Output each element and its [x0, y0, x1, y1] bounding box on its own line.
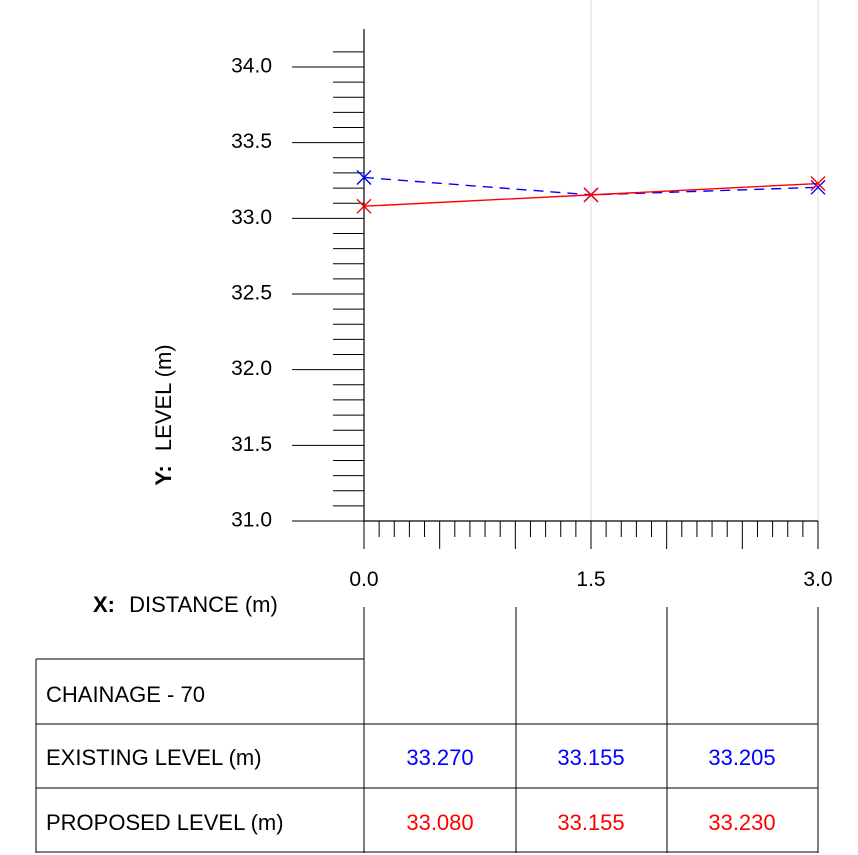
y-tick-label: 32.5: [231, 282, 272, 305]
x-tick-label: 3.0: [803, 568, 832, 591]
marker-stroke: [810, 179, 826, 195]
y-tick-label: 34.0: [231, 55, 272, 78]
existing-level-value: 33.205: [708, 745, 775, 770]
y-tick-label: 33.5: [231, 130, 272, 153]
x-axis-title: X: DISTANCE (m): [93, 592, 278, 617]
existing-level-label: EXISTING LEVEL (m): [46, 745, 262, 770]
y-axis-title-text: LEVEL (m): [151, 344, 176, 451]
chainage-label: CHAINAGE - 70: [46, 682, 205, 707]
x-tick-label: 0.0: [349, 568, 378, 591]
proposed-level-label: PROPOSED LEVEL (m): [46, 810, 284, 835]
level-table: CHAINAGE - 70 EXISTING LEVEL (m) 33.270 …: [35, 607, 819, 853]
proposed-level-value: 33.230: [708, 810, 775, 835]
series-layer: [356, 169, 826, 214]
x-axis-title-prefix: X:: [93, 592, 115, 617]
labels-layer: 31.0 31.5 32.0 32.5 33.0 33.5 34.0 0.0 1.5 3.0: [231, 55, 832, 591]
proposed-level-marker: [356, 198, 372, 214]
grid-layer: [590, 0, 819, 521]
proposed-level-marker: [583, 187, 599, 203]
marker-stroke: [583, 187, 599, 203]
marker-stroke: [810, 176, 826, 192]
existing-level-value: 33.270: [406, 745, 473, 770]
axes-layer: [292, 29, 819, 549]
y-axis-title-prefix: Y:: [151, 465, 176, 485]
svg-text:Y: LEVEL (m): Y: LEVEL (m): [151, 344, 176, 485]
y-tick-label: 32.0: [231, 357, 272, 380]
existing-level-value: 33.155: [557, 745, 624, 770]
marker-stroke: [356, 198, 372, 214]
y-axis-title: Y: LEVEL (m): [151, 344, 176, 485]
proposed-level-value: 33.155: [557, 810, 624, 835]
proposed-level-value: 33.080: [406, 810, 473, 835]
x-axis-title-text: DISTANCE (m): [129, 592, 278, 617]
y-tick-label: 31.0: [231, 509, 272, 532]
x-tick-label: 1.5: [576, 568, 605, 591]
marker-stroke: [356, 169, 372, 185]
y-tick-label: 31.5: [231, 433, 272, 456]
proposed-level-marker: [810, 176, 826, 192]
y-tick-label: 33.0: [231, 206, 272, 229]
existing-level-marker: [356, 169, 372, 185]
existing-level-marker: [810, 179, 826, 195]
